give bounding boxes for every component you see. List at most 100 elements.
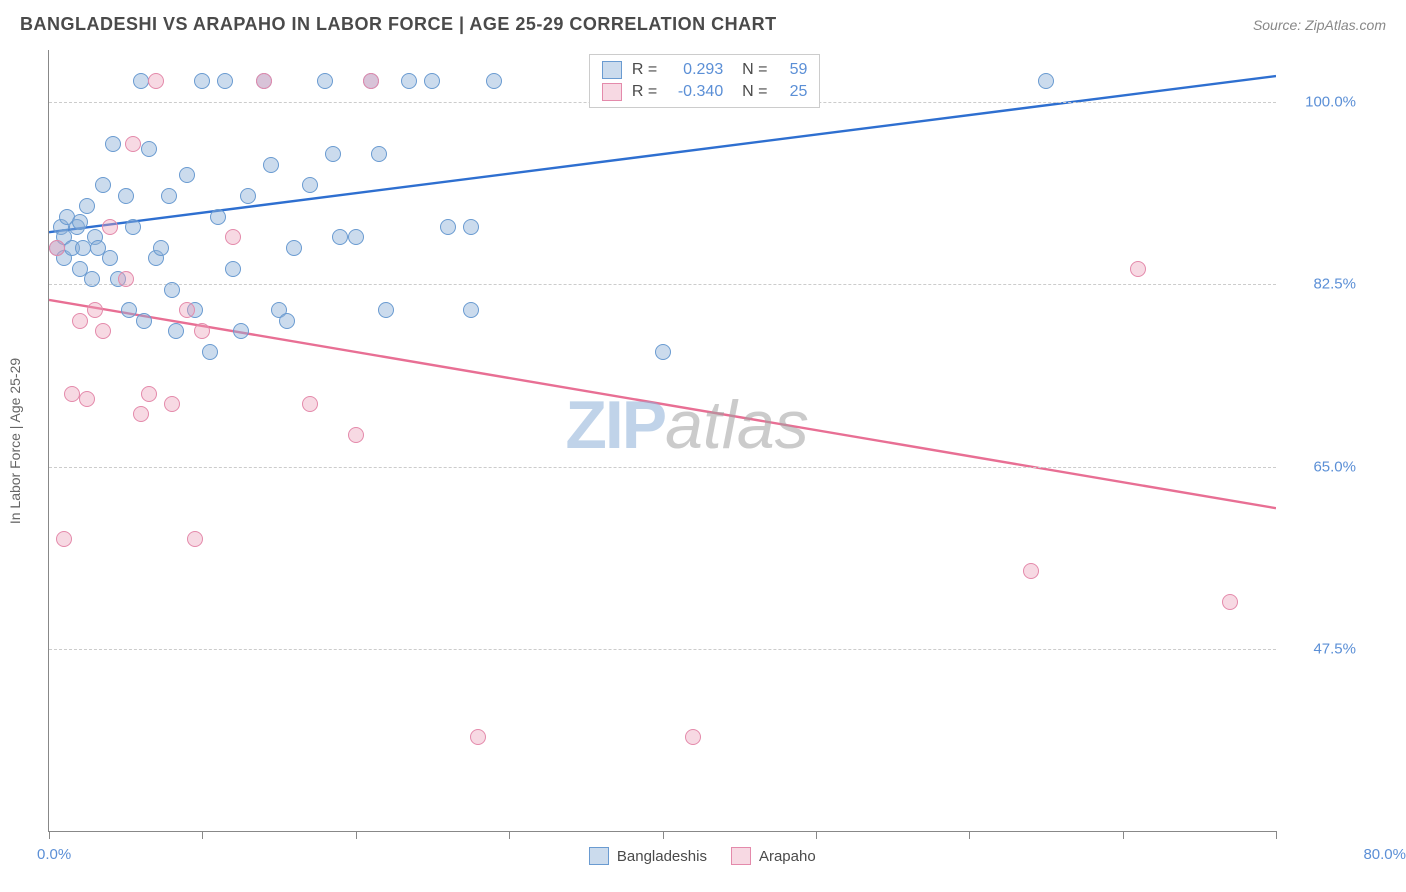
data-point — [72, 313, 88, 329]
data-point — [378, 302, 394, 318]
x-tick — [356, 831, 357, 839]
data-point — [153, 240, 169, 256]
data-point — [161, 188, 177, 204]
data-point — [202, 344, 218, 360]
y-axis-label: In Labor Force | Age 25-29 — [7, 357, 23, 523]
data-point — [64, 386, 80, 402]
data-point — [141, 141, 157, 157]
data-point — [217, 73, 233, 89]
data-point — [302, 396, 318, 412]
data-point — [194, 323, 210, 339]
data-point — [463, 219, 479, 235]
data-point — [325, 146, 341, 162]
stats-row: R =-0.340 N =25 — [602, 81, 808, 103]
data-point — [279, 313, 295, 329]
data-point — [164, 396, 180, 412]
data-point — [164, 282, 180, 298]
stats-n-value: 25 — [777, 83, 807, 101]
data-point — [210, 209, 226, 225]
x-tick — [816, 831, 817, 839]
stats-row: R =0.293 N =59 — [602, 59, 808, 81]
chart-title: BANGLADESHI VS ARAPAHO IN LABOR FORCE | … — [20, 14, 777, 35]
y-tick-label: 82.5% — [1286, 276, 1356, 293]
data-point — [168, 323, 184, 339]
legend-swatch — [602, 61, 622, 79]
data-point — [72, 214, 88, 230]
data-point — [263, 157, 279, 173]
data-point — [179, 167, 195, 183]
legend-label: Bangladeshis — [617, 848, 707, 865]
stats-n-label: N = — [733, 83, 767, 101]
data-point — [56, 531, 72, 547]
data-point — [148, 73, 164, 89]
data-point — [286, 240, 302, 256]
data-point — [79, 391, 95, 407]
data-point — [95, 177, 111, 193]
trend-lines — [49, 50, 1276, 831]
data-point — [225, 229, 241, 245]
data-point — [348, 229, 364, 245]
stats-r-label: R = — [632, 61, 657, 79]
data-point — [133, 406, 149, 422]
data-point — [105, 136, 121, 152]
data-point — [187, 531, 203, 547]
chart-header: BANGLADESHI VS ARAPAHO IN LABOR FORCE | … — [0, 0, 1406, 43]
data-point — [1038, 73, 1054, 89]
stats-n-label: N = — [733, 61, 767, 79]
data-point — [102, 219, 118, 235]
data-point — [133, 73, 149, 89]
data-point — [1023, 563, 1039, 579]
data-point — [685, 729, 701, 745]
legend-swatch — [589, 847, 609, 865]
x-tick — [202, 831, 203, 839]
data-point — [332, 229, 348, 245]
legend-label: Arapaho — [759, 848, 816, 865]
data-point — [348, 427, 364, 443]
data-point — [302, 177, 318, 193]
series-legend: Bangladeshis Arapaho — [589, 847, 816, 865]
correlation-chart: In Labor Force | Age 25-29 ZIPatlas R =0… — [48, 50, 1276, 832]
gridline-h — [49, 467, 1276, 468]
legend-item: Bangladeshis — [589, 847, 707, 865]
legend-swatch — [602, 83, 622, 101]
data-point — [371, 146, 387, 162]
data-point — [486, 73, 502, 89]
data-point — [233, 323, 249, 339]
gridline-h — [49, 284, 1276, 285]
data-point — [87, 302, 103, 318]
watermark-zip: ZIP — [565, 387, 665, 463]
data-point — [363, 73, 379, 89]
stats-legend: R =0.293 N =59R =-0.340 N =25 — [589, 54, 821, 108]
data-point — [102, 250, 118, 266]
data-point — [256, 73, 272, 89]
data-point — [79, 198, 95, 214]
data-point — [95, 323, 111, 339]
data-point — [118, 271, 134, 287]
data-point — [125, 219, 141, 235]
data-point — [401, 73, 417, 89]
legend-item: Arapaho — [731, 847, 816, 865]
data-point — [655, 344, 671, 360]
data-point — [136, 313, 152, 329]
y-tick-label: 65.0% — [1286, 458, 1356, 475]
x-tick — [663, 831, 664, 839]
y-tick-label: 100.0% — [1286, 94, 1356, 111]
data-point — [121, 302, 137, 318]
data-point — [118, 188, 134, 204]
stats-r-label: R = — [632, 83, 657, 101]
plot-area: ZIPatlas — [49, 50, 1276, 831]
data-point — [225, 261, 241, 277]
x-axis-max-label: 80.0% — [1286, 846, 1406, 863]
x-tick — [1123, 831, 1124, 839]
stats-r-value: 0.293 — [667, 61, 723, 79]
x-axis-min-label: 0.0% — [37, 846, 71, 863]
data-point — [424, 73, 440, 89]
x-tick — [49, 831, 50, 839]
x-tick — [509, 831, 510, 839]
data-point — [440, 219, 456, 235]
data-point — [1130, 261, 1146, 277]
legend-swatch — [731, 847, 751, 865]
watermark: ZIPatlas — [565, 386, 808, 464]
data-point — [179, 302, 195, 318]
data-point — [84, 271, 100, 287]
